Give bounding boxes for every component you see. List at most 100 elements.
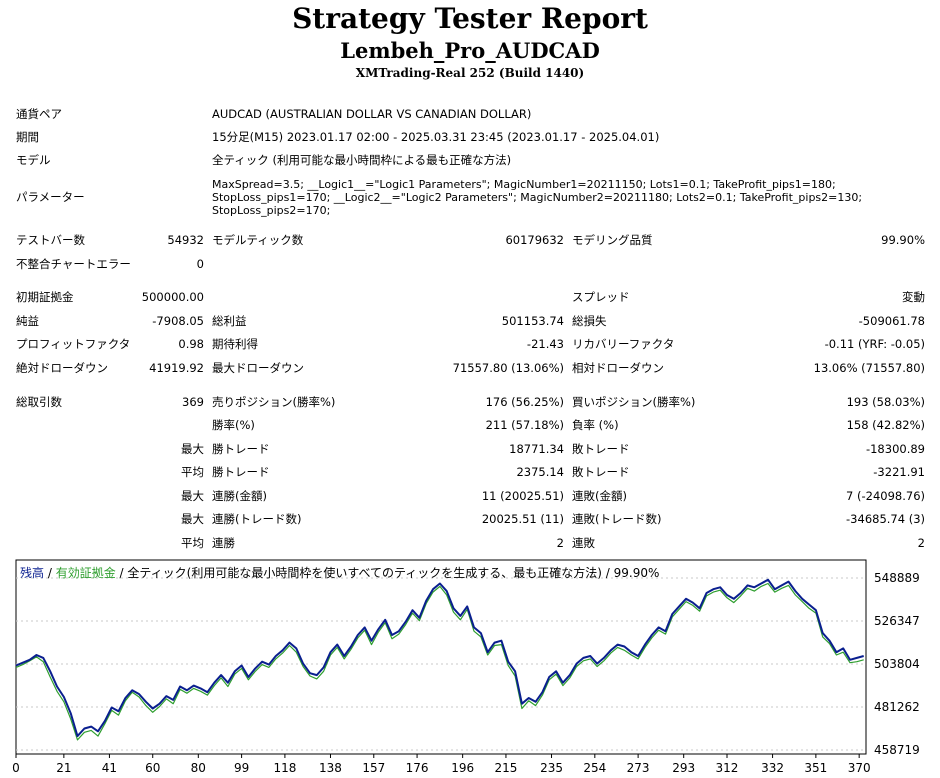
legend-equity: 有効証拠金 (56, 565, 116, 580)
gross-profit-value: 501153.74 (501, 314, 564, 328)
cons-loss-amt-value: 7 (-24098.76) (846, 489, 925, 503)
ticks-label: モデルティック数 (212, 233, 304, 247)
x-tick-label: 138 (319, 761, 342, 775)
pf-label: プロフィットファクタ (16, 337, 131, 351)
x-tick-label: 273 (627, 761, 650, 775)
balance-line (15, 578, 864, 738)
abs-dd-value: 41919.92 (149, 361, 204, 375)
x-tick-label: 60 (145, 761, 160, 775)
x-tick-label: 99 (234, 761, 249, 775)
gross-loss-value: -509061.78 (858, 314, 925, 328)
total-trades-label: 総取引数 (16, 395, 62, 409)
pair-label: 通貨ペア (16, 107, 62, 121)
x-tick-label: 176 (406, 761, 429, 775)
y-tick-label: 548889 (874, 571, 920, 585)
y-tick-label: 503804 (874, 657, 920, 671)
deposit-label: 初期証拠金 (16, 290, 74, 304)
x-tick-label: 196 (451, 761, 474, 775)
x-tick-label: 351 (804, 761, 827, 775)
series-lines (15, 578, 864, 741)
cons-loss-amt-label: 連敗(金額) (572, 489, 627, 503)
x-tick-label: 0 (12, 761, 20, 775)
x-tick-label: 41 (102, 761, 117, 775)
y-tick-label: 458719 (874, 743, 920, 757)
mismatch-label: 不整合チャートエラー (16, 257, 131, 271)
cons-loss-cnt-label: 連敗(トレード数) (572, 512, 662, 526)
x-tick-label: 118 (273, 761, 296, 775)
total-trades-value: 369 (182, 395, 204, 409)
x-tick-label: 254 (583, 761, 606, 775)
expected-value: -21.43 (526, 337, 564, 351)
cons-win-cnt-value: 20025.51 (11) (481, 512, 564, 526)
net-label: 純益 (16, 314, 39, 328)
y-axis-ticks: 548889 526347 503804 481262 458719 (874, 571, 920, 757)
short-label: 売りポジション(勝率%) (212, 395, 336, 409)
x-tick-label: 332 (761, 761, 784, 775)
rel-dd-value: 13.06% (71557.80) (813, 361, 925, 375)
legend-description: 全ティック(利用可能な最小時間枠を使いすべてのティックを生成する、最も正確な方法… (127, 565, 659, 580)
win-pct-value: 211 (57.18%) (485, 418, 564, 432)
x-tick-label: 370 (848, 761, 871, 775)
max-dd-label: 最大ドローダウン (212, 361, 304, 375)
avg-cons-loss-value: 2 (917, 536, 925, 550)
short-value: 176 (56.25%) (485, 395, 564, 409)
gross-loss-label: 総損失 (572, 314, 607, 328)
model-value: 全ティック (利用可能な最小時間枠による最も正確な方法) (212, 153, 512, 167)
avg-cons-loss-label: 連敗 (572, 536, 595, 550)
bars-value: 54932 (167, 233, 204, 247)
pf-value: 0.98 (178, 337, 204, 351)
max-label-3: 最大 (181, 512, 204, 526)
x-tick-label: 312 (716, 761, 739, 775)
chart-legend: 残高 / 有効証拠金 / 全ティック(利用可能な最小時間枠を使いすべてのティック… (20, 565, 659, 580)
max-loss-label: 敗トレード (572, 442, 630, 456)
ticks-value: 60179632 (505, 233, 564, 247)
mismatch-value: 0 (196, 257, 204, 271)
params-label: パラメーター (16, 190, 85, 204)
period-label: 期間 (16, 130, 39, 144)
avg-label: 平均 (181, 465, 204, 479)
x-tick-label: 80 (191, 761, 206, 775)
cons-win-amt-label: 連勝(金額) (212, 489, 267, 503)
max-win-value: 18771.34 (509, 442, 564, 456)
server-build: XMTrading-Real 252 (Build 1440) (355, 66, 585, 80)
x-tick-label: 215 (494, 761, 517, 775)
period-value: 15分足(M15) 2023.01.17 02:00 - 2025.03.31 … (212, 130, 660, 144)
y-tick-label: 526347 (874, 614, 920, 628)
gross-profit-label: 総利益 (212, 314, 247, 328)
y-tick-label: 481262 (874, 700, 920, 714)
model-label: モデル (16, 153, 51, 167)
avg-cons-win-value: 2 (556, 536, 564, 550)
balance-equity-chart: 残高 / 有効証拠金 / 全ティック(利用可能な最小時間枠を使いすべてのティック… (12, 559, 920, 775)
quality-value: 99.90% (881, 233, 925, 247)
avg-loss-label: 敗トレード (572, 465, 630, 479)
expected-label: 期待利得 (212, 337, 258, 351)
abs-dd-label: 絶対ドローダウン (16, 361, 108, 375)
x-tick-label: 235 (540, 761, 563, 775)
max-win-label: 勝トレード (212, 442, 270, 456)
x-tick-label: 293 (672, 761, 695, 775)
ea-name: Lembeh_Pro_AUDCAD (340, 38, 600, 63)
net-value: -7908.05 (152, 314, 204, 328)
avg-win-label: 勝トレード (212, 465, 270, 479)
x-tick-label: 21 (56, 761, 71, 775)
long-value: 193 (58.03%) (846, 395, 925, 409)
plot-area (15, 559, 867, 755)
long-label: 買いポジション(勝率%) (572, 395, 696, 409)
x-tick-label: 157 (362, 761, 385, 775)
x-axis-ticks: 0 21 41 60 80 99 118 138 157 176 196 215 235 254 273 29… (12, 754, 871, 775)
recovery-label: リカバリーファクタ (572, 337, 675, 351)
loss-pct-label: 負率 (%) (572, 418, 619, 432)
quality-label: モデリング品質 (572, 233, 653, 247)
bars-label: テストバー数 (16, 233, 85, 247)
avg-cons-win-label: 連勝 (212, 536, 235, 550)
avg-win-value: 2375.14 (516, 465, 564, 479)
equity-line (15, 582, 864, 741)
deposit-value: 500000.00 (141, 290, 204, 304)
legend-sep-1: / (44, 566, 56, 580)
max-dd-value: 71557.80 (13.06%) (452, 361, 564, 375)
max-label-2: 最大 (181, 489, 204, 503)
avg-label-2: 平均 (181, 536, 204, 550)
rel-dd-label: 相対ドローダウン (572, 361, 664, 375)
recovery-value: -0.11 (YRF: -0.05) (824, 337, 925, 351)
cons-win-cnt-label: 連勝(トレード数) (212, 512, 302, 526)
